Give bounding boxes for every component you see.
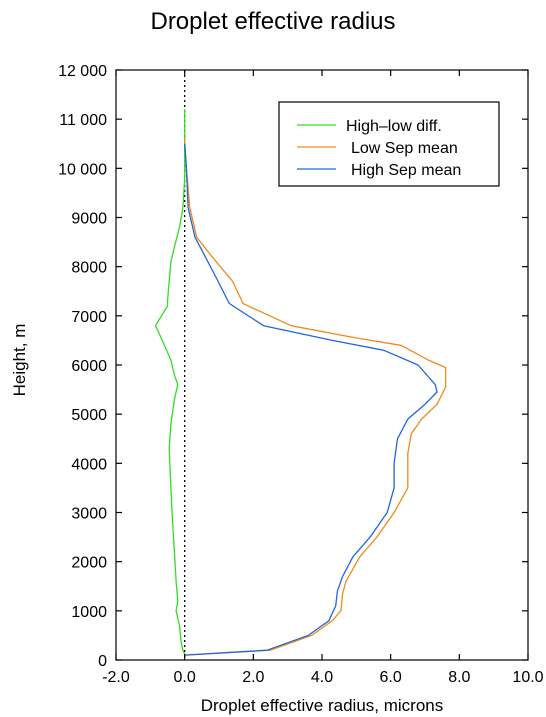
y-tick-label: 3000 (71, 506, 107, 523)
y-tick-label: 10 000 (58, 161, 107, 178)
legend-label: Low Sep mean (351, 140, 458, 157)
tick-group: -2.0 0.0 2.0 4.0 6.0 8.0 10.0 0 1000 2000 3000 4000… (58, 63, 544, 686)
y-tick-label: 6000 (71, 358, 107, 375)
series-line-1 (184, 138, 447, 656)
x-tick-label: 10.0 (512, 669, 543, 686)
x-tick-label: 8.0 (448, 669, 470, 686)
y-tick-label: 8000 (71, 260, 107, 277)
x-tick-label: -2.0 (102, 669, 130, 686)
y-tick-label: 11 000 (59, 112, 107, 129)
x-axis-label: Droplet effective radius, microns (200, 696, 444, 715)
series-line-0 (154, 109, 186, 656)
x-tick-label: 6.0 (380, 669, 402, 686)
y-tick-label: 7000 (71, 309, 107, 326)
legend-box (278, 101, 500, 187)
x-tick-label: 2.0 (242, 669, 264, 686)
y-tick-label: 12 000 (58, 63, 107, 80)
y-tick-label: 0 (98, 653, 107, 670)
chart-title: Droplet effective radius (150, 8, 396, 35)
x-tick-label: 4.0 (311, 669, 333, 686)
y-tick-label: 1000 (71, 604, 107, 621)
legend: High–low diff. Low Sep mean High Sep mean (278, 101, 500, 187)
y-tick-label: 9000 (71, 211, 107, 228)
y-tick-label: 5000 (71, 407, 107, 424)
x-tick-label: 0.0 (174, 669, 196, 686)
legend-label: High–low diff. (346, 118, 442, 135)
series-group (154, 109, 447, 656)
y-axis-label: Height, m (10, 323, 29, 397)
series-line-2 (184, 143, 438, 656)
y-tick-label: 2000 (71, 555, 107, 572)
legend-label: High Sep mean (351, 162, 461, 179)
y-tick-label: 4000 (71, 456, 107, 473)
